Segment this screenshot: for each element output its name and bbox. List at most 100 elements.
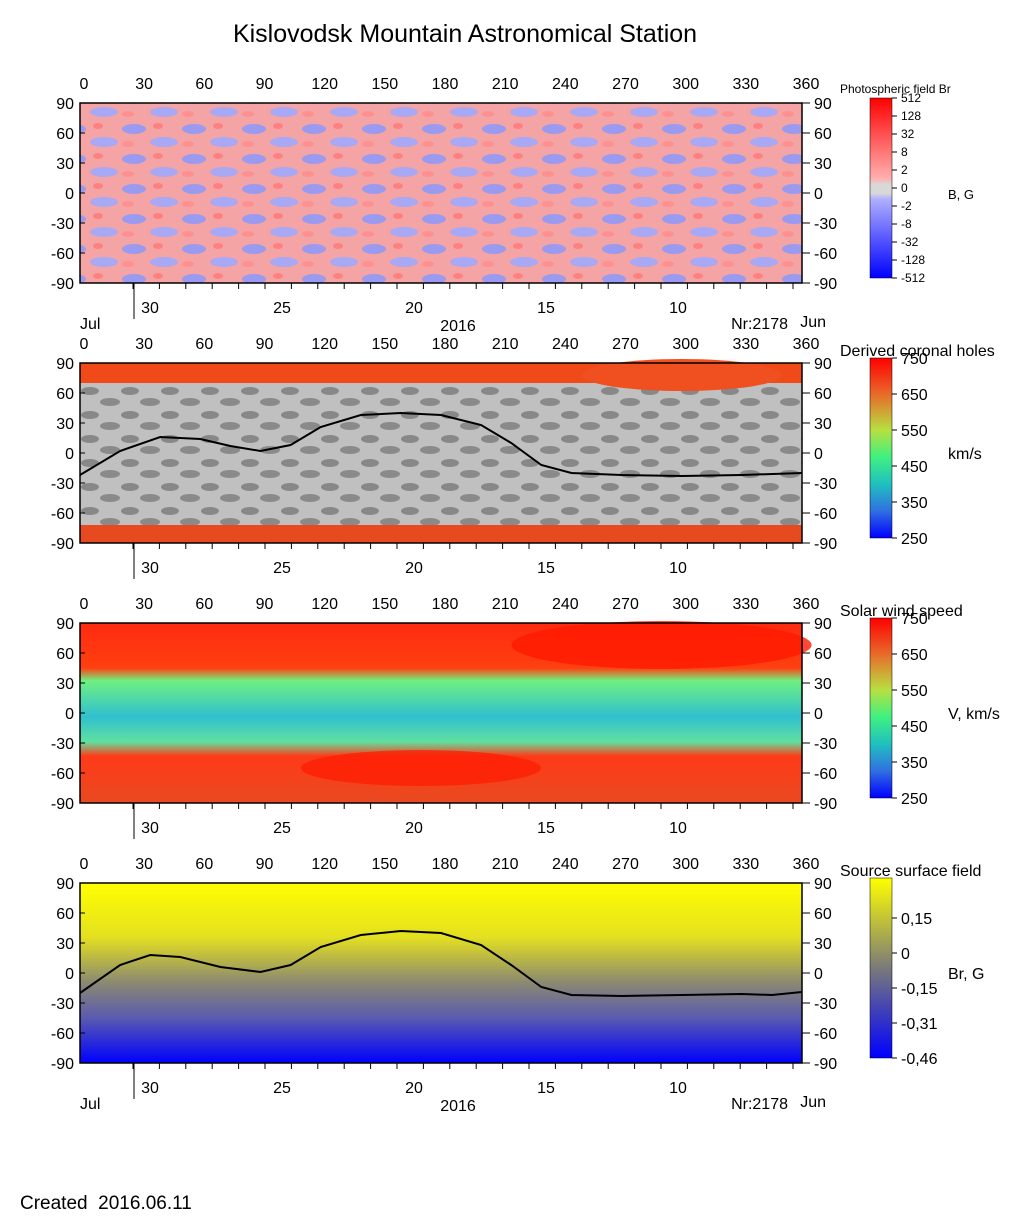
x-bottom-tick-label: 10 <box>669 560 687 577</box>
colorbar <box>869 877 893 1059</box>
y-tick-label-left: 0 <box>65 446 74 463</box>
x-bottom-tick-label: 20 <box>405 560 423 577</box>
y-tick-label-right: -90 <box>814 276 837 293</box>
map-image <box>80 883 802 1063</box>
colorbar-tick-label: -2 <box>901 199 912 213</box>
polar-hole-south <box>80 525 802 543</box>
x-top-tick-label: 360 <box>793 596 820 613</box>
x-top-tick-label: 330 <box>732 856 759 873</box>
year-label: 2016 <box>440 1098 476 1115</box>
x-top-tick-label: 0 <box>80 856 89 873</box>
fast-wind-region <box>511 621 812 669</box>
y-tick-label-right: -60 <box>814 506 837 523</box>
colorbar-tick-label: -128 <box>901 253 925 267</box>
x-bottom-tick-label: 30 <box>141 820 159 837</box>
x-top-tick-label: 360 <box>793 76 820 93</box>
colorbar-tick-label: 650 <box>901 647 928 664</box>
y-tick-label-left: 60 <box>56 646 74 663</box>
colorbar-tick-label: -32 <box>901 235 919 249</box>
y-tick-label-right: -60 <box>814 246 837 263</box>
month-label-right: Jun <box>800 1094 826 1111</box>
x-top-tick-label: 150 <box>371 76 398 93</box>
x-top-tick-label: 210 <box>492 856 519 873</box>
y-tick-label-left: -90 <box>51 536 74 553</box>
x-top-tick-label: 210 <box>492 596 519 613</box>
y-tick-label-right: 60 <box>814 126 832 143</box>
colorbar-tick-label: 450 <box>901 719 928 736</box>
y-tick-label-left: -30 <box>51 216 74 233</box>
x-top-tick-label: 90 <box>256 76 274 93</box>
colorbar-tick-label: -0,46 <box>901 1051 938 1068</box>
y-tick-label-right: 30 <box>814 676 832 693</box>
x-bottom-tick-label: 15 <box>537 820 555 837</box>
y-tick-label-right: -90 <box>814 1056 837 1073</box>
colorbar <box>869 357 893 539</box>
x-bottom-tick-label: 20 <box>405 300 423 317</box>
x-top-tick-label: 300 <box>672 856 699 873</box>
x-top-tick-label: 210 <box>492 76 519 93</box>
y-tick-label-right: 60 <box>814 386 832 403</box>
month-label-left: Jul <box>80 1096 100 1113</box>
x-top-tick-label: 0 <box>80 76 89 93</box>
colorbar-unit-label: Br, G <box>948 966 984 983</box>
y-tick-label-left: 0 <box>65 706 74 723</box>
x-bottom-tick-label: 30 <box>141 560 159 577</box>
y-tick-label-right: 0 <box>814 966 823 983</box>
x-bottom-tick-label: 10 <box>669 820 687 837</box>
x-top-tick-label: 30 <box>135 76 153 93</box>
x-top-tick-label: 210 <box>492 336 519 353</box>
x-bottom-tick-label: 15 <box>537 300 555 317</box>
colorbar-tick-label: 128 <box>901 109 921 123</box>
y-tick-label-right: 0 <box>814 446 823 463</box>
x-top-tick-label: 120 <box>311 336 338 353</box>
map-image <box>80 103 802 283</box>
x-top-tick-label: 120 <box>311 596 338 613</box>
y-tick-label-right: 0 <box>814 706 823 723</box>
y-tick-label-right: 90 <box>814 876 832 893</box>
hole-region <box>240 367 321 383</box>
x-top-tick-label: 60 <box>195 76 213 93</box>
x-bottom-tick-label: 15 <box>537 1080 555 1097</box>
panel-title: Photospheric field Br <box>840 82 951 96</box>
x-top-tick-label: 180 <box>432 76 459 93</box>
x-top-tick-label: 90 <box>256 856 274 873</box>
x-top-tick-label: 30 <box>135 596 153 613</box>
panel-title: Derived coronal holes <box>840 343 995 360</box>
x-top-tick-label: 360 <box>793 336 820 353</box>
y-tick-label-left: 60 <box>56 126 74 143</box>
y-tick-label-right: 30 <box>814 416 832 433</box>
x-top-tick-label: 300 <box>672 336 699 353</box>
created-date: 2016.06.11 <box>98 1193 192 1214</box>
colorbar-tick-label: 0 <box>901 946 910 963</box>
x-top-tick-label: 360 <box>793 856 820 873</box>
colorbar-tick-label: 512 <box>901 91 921 105</box>
y-tick-label-left: -90 <box>51 796 74 813</box>
colorbar-tick-label: 0,15 <box>901 911 932 928</box>
colorbar-tick-label: 750 <box>901 351 928 368</box>
y-tick-label-right: -60 <box>814 1026 837 1043</box>
x-bottom-tick-label: 30 <box>141 300 159 317</box>
y-tick-label-right: 90 <box>814 96 832 113</box>
x-top-tick-label: 240 <box>552 336 579 353</box>
colorbar-tick-label: 250 <box>901 531 928 548</box>
colorbar <box>869 617 893 799</box>
y-tick-label-left: 30 <box>56 936 74 953</box>
colorbar-tick-label: -8 <box>901 217 912 231</box>
x-top-tick-label: 120 <box>311 856 338 873</box>
colorbar-tick-label: 250 <box>901 791 928 808</box>
created-label: Created <box>20 1193 88 1214</box>
y-tick-label-left: 90 <box>56 616 74 633</box>
colorbar-tick-label: 32 <box>901 127 915 141</box>
colorbar-unit-label: B, G <box>948 187 974 202</box>
x-bottom-tick-label: 10 <box>669 300 687 317</box>
hole-region <box>581 359 782 391</box>
x-bottom-tick-label: 15 <box>537 560 555 577</box>
y-tick-label-right: 30 <box>814 936 832 953</box>
page-title: Kislovodsk Mountain Astronomical Station <box>232 20 698 48</box>
x-top-tick-label: 180 <box>432 596 459 613</box>
y-tick-label-left: -30 <box>51 736 74 753</box>
y-tick-label-left: -30 <box>51 996 74 1013</box>
